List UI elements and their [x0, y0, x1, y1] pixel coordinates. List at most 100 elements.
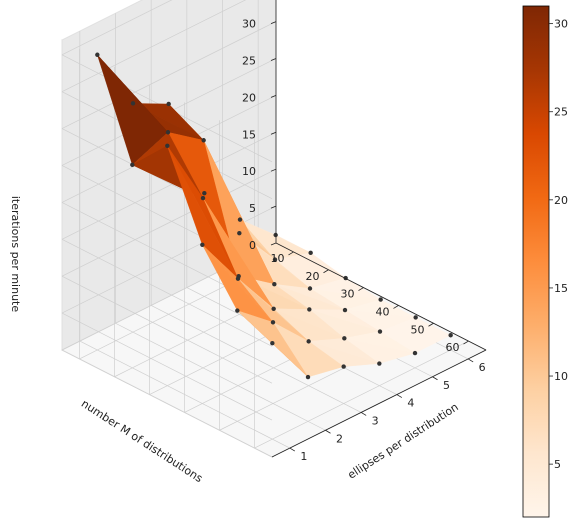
- grid-line: [61, 0, 247, 92]
- colorbar: 5 10 15 20 25 30: [522, 5, 568, 518]
- colorbar-tick-label: 20: [554, 194, 568, 207]
- data-point: [377, 361, 382, 366]
- data-point: [413, 315, 418, 320]
- z-tick-mark: [270, 242, 277, 246]
- data-point: [272, 257, 278, 262]
- data-point: [272, 281, 277, 287]
- x-tick-label: 40: [376, 305, 390, 318]
- grid-line: [61, 131, 277, 240]
- data-point: [165, 130, 171, 135]
- y-tick-mark: [467, 358, 474, 363]
- colorbar-tick-label: 15: [554, 282, 568, 295]
- colorbar-tick-label: 25: [554, 106, 568, 119]
- data-point: [341, 364, 346, 369]
- tick-labels: 1020304050601234560510152025303540: [242, 18, 486, 464]
- colorbar-tick-label: 5: [554, 458, 561, 471]
- grid-line: [79, 340, 290, 449]
- z-tick-label: 10: [242, 165, 256, 178]
- x-tick-mark: [393, 305, 399, 309]
- y-tick-label: 4: [407, 397, 414, 410]
- data-point: [200, 195, 206, 201]
- data-points: [95, 52, 453, 380]
- z-tick-label: 15: [242, 128, 256, 141]
- colorbar-gradient: [522, 5, 550, 518]
- axis-panes: [60, 0, 488, 458]
- axis-line: [271, 349, 487, 458]
- grid-line: [61, 21, 277, 129]
- data-point: [130, 162, 135, 168]
- data-point: [235, 276, 241, 281]
- z-tick-label: 30: [242, 18, 256, 31]
- z-tick-label: 5: [249, 202, 256, 215]
- grid-line: [151, 305, 362, 413]
- grid-line: [61, 238, 273, 347]
- z-tick-mark: [270, 131, 277, 135]
- data-point: [237, 217, 243, 222]
- y-tick-mark: [325, 429, 331, 434]
- grid-line: [61, 168, 277, 277]
- data-point: [270, 320, 276, 325]
- data-point: [271, 306, 276, 311]
- z-axis-label: iterations per minute: [9, 196, 22, 312]
- data-point: [308, 250, 313, 256]
- axis-lines: [270, 0, 487, 458]
- data-point: [202, 190, 207, 196]
- axis-line: [275, 242, 487, 351]
- y-tick-label: 3: [372, 414, 379, 427]
- data-point: [95, 52, 100, 57]
- data-point: [201, 138, 206, 143]
- x-tick-mark: [323, 269, 329, 274]
- data-point: [448, 333, 453, 338]
- grid-line: [61, 312, 273, 421]
- data-point: [307, 307, 312, 312]
- z-tick-mark: [270, 95, 277, 98]
- z-tick-mark: [270, 58, 277, 61]
- z-tick-label: 20: [242, 91, 256, 104]
- x-tick-mark: [358, 287, 364, 291]
- x-tick-label: 10: [271, 252, 285, 265]
- z-tick-mark: [270, 205, 277, 209]
- y-tick-label: 6: [479, 361, 486, 374]
- grid-line: [61, 0, 173, 56]
- data-point: [305, 374, 311, 380]
- data-point: [412, 350, 418, 356]
- x-tick-mark: [288, 251, 294, 256]
- data-point: [166, 101, 171, 107]
- data-point: [306, 339, 311, 344]
- z-tick-label: 25: [242, 54, 256, 67]
- data-point: [200, 242, 205, 248]
- data-point: [342, 336, 347, 341]
- data-point: [378, 297, 383, 302]
- y-tick-mark: [360, 412, 367, 416]
- y-tick-mark: [289, 447, 296, 452]
- data-point: [165, 143, 170, 148]
- x-tick-label: 60: [446, 341, 460, 354]
- grid-line: [254, 340, 469, 449]
- data-point: [270, 341, 275, 346]
- data-point: [307, 286, 313, 291]
- x-tick-label: 50: [411, 323, 425, 336]
- x-tick-mark: [463, 340, 469, 345]
- z-tick-label: 0: [249, 239, 256, 252]
- grid-line: [61, 349, 273, 458]
- y-tick-label: 2: [336, 432, 343, 445]
- data-point: [342, 307, 348, 313]
- x-tick-mark: [428, 322, 434, 327]
- grid-line: [61, 275, 273, 384]
- data-point: [235, 308, 240, 313]
- x-tick-label: 30: [341, 288, 355, 301]
- data-point: [130, 101, 136, 106]
- y-axis-label: ellipses per distribution: [345, 400, 460, 481]
- data-point: [237, 230, 242, 236]
- colorbar-tick-label: 10: [554, 370, 568, 383]
- y-tick-mark: [396, 394, 403, 398]
- y-tick-label: 5: [443, 379, 450, 392]
- grid-line: [115, 322, 326, 431]
- data-point: [377, 329, 383, 334]
- y-tick-mark: [432, 376, 438, 381]
- y-tick-label: 1: [300, 450, 307, 463]
- colorbar-tick-label: 30: [554, 18, 568, 31]
- x-tick-label: 20: [306, 270, 320, 283]
- z-tick-mark: [270, 168, 277, 172]
